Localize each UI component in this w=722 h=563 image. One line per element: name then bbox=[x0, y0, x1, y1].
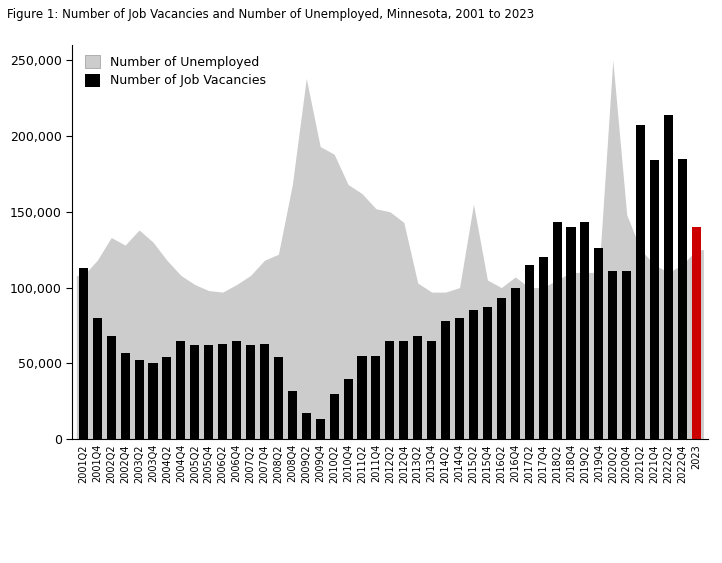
Bar bbox=[510, 288, 520, 439]
Bar bbox=[622, 271, 631, 439]
Bar bbox=[162, 358, 172, 439]
Bar bbox=[552, 222, 562, 439]
Bar bbox=[92, 318, 102, 439]
Bar bbox=[218, 343, 227, 439]
Bar bbox=[386, 341, 394, 439]
Bar bbox=[594, 248, 604, 439]
Bar bbox=[636, 126, 645, 439]
Bar bbox=[469, 310, 478, 439]
Bar bbox=[650, 160, 659, 439]
Bar bbox=[344, 378, 352, 439]
Bar bbox=[678, 159, 687, 439]
Bar bbox=[134, 360, 144, 439]
Bar bbox=[399, 341, 409, 439]
Bar bbox=[191, 345, 199, 439]
Bar bbox=[274, 358, 283, 439]
Bar bbox=[288, 391, 297, 439]
Bar bbox=[149, 363, 157, 439]
Bar bbox=[664, 115, 673, 439]
Bar bbox=[483, 307, 492, 439]
Bar bbox=[302, 413, 310, 439]
Bar bbox=[567, 227, 575, 439]
Bar bbox=[260, 343, 269, 439]
Bar bbox=[204, 345, 213, 439]
Bar bbox=[232, 341, 241, 439]
Bar bbox=[316, 419, 325, 439]
Bar bbox=[427, 341, 436, 439]
Bar bbox=[497, 298, 506, 439]
Bar bbox=[692, 227, 701, 439]
Legend: Number of Unemployed, Number of Job Vacancies: Number of Unemployed, Number of Job Vaca… bbox=[84, 55, 266, 87]
Bar bbox=[330, 394, 339, 439]
Text: Figure 1: Number of Job Vacancies and Number of Unemployed, Minnesota, 2001 to 2: Figure 1: Number of Job Vacancies and Nu… bbox=[7, 8, 534, 21]
Bar bbox=[176, 341, 186, 439]
Bar bbox=[371, 356, 380, 439]
Bar bbox=[107, 336, 116, 439]
Bar bbox=[441, 321, 450, 439]
Bar bbox=[79, 268, 88, 439]
Bar bbox=[580, 222, 589, 439]
Bar bbox=[455, 318, 464, 439]
Bar bbox=[413, 336, 422, 439]
Bar bbox=[608, 271, 617, 439]
Bar bbox=[539, 257, 548, 439]
Bar bbox=[246, 345, 255, 439]
Bar bbox=[357, 356, 367, 439]
Bar bbox=[525, 265, 534, 439]
Bar bbox=[121, 353, 130, 439]
